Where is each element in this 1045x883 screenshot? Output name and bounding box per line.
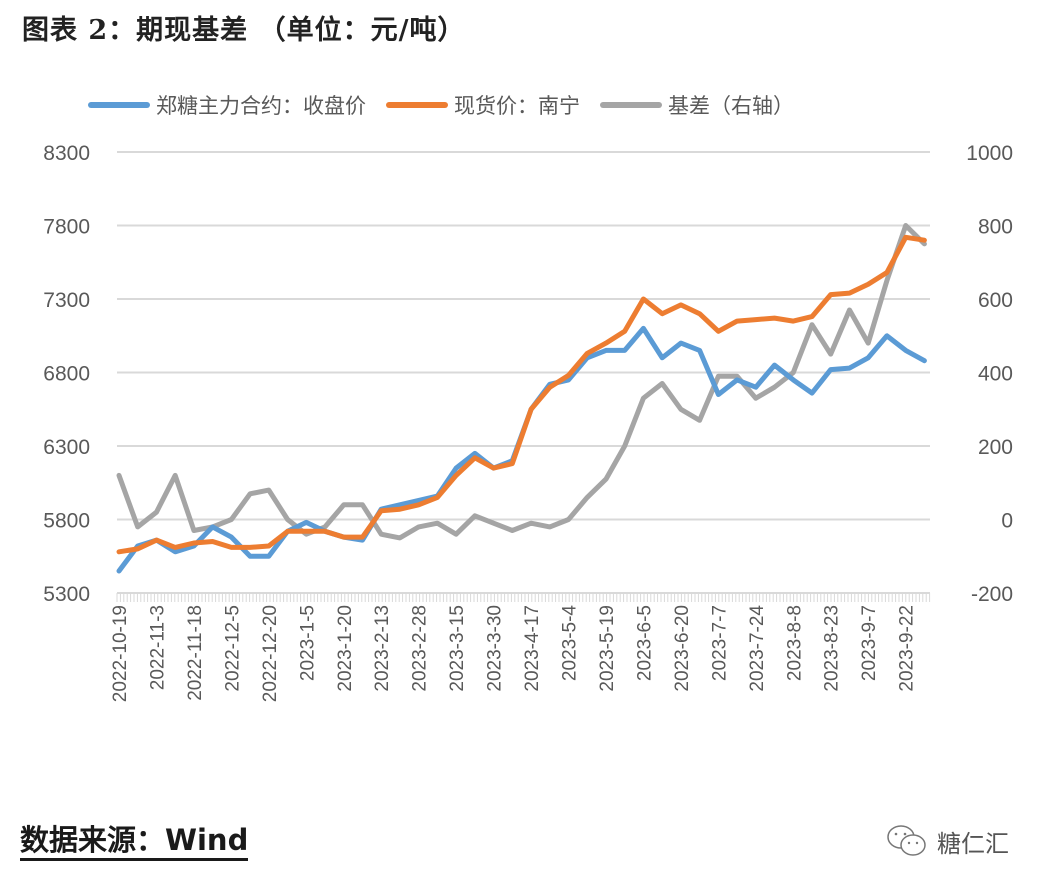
x-tick-label: 2023-2-13 [372, 605, 393, 692]
x-tick-label: 2023-5-19 [597, 605, 618, 692]
y-left-tick-label: 5800 [43, 510, 90, 533]
legend-item-futures: 郑糖主力合约：收盘价 [88, 90, 366, 120]
wechat-logo: 糖仁汇 [885, 823, 1009, 859]
data-source: 数据来源：Wind [20, 822, 249, 861]
legend-label-futures: 郑糖主力合约：收盘价 [156, 94, 366, 118]
wechat-icon [887, 825, 926, 856]
x-tick-label: 2023-7-24 [747, 605, 768, 692]
y-right-tick-label: 400 [978, 363, 1013, 386]
legend-label-spot: 现货价：南宁 [454, 94, 580, 118]
x-tick-label: 2022-11-18 [185, 605, 206, 701]
x-tick-label: 2023-8-8 [784, 605, 805, 681]
chart-title: 图表 2：期现基差 （单位：元/吨） [22, 15, 466, 46]
y-left-tick-label: 5300 [43, 583, 90, 606]
x-tick-label: 2023-3-15 [447, 605, 468, 692]
legend-item-basis: 基差（右轴） [600, 90, 794, 120]
x-tick-label: 2022-12-20 [260, 605, 281, 702]
chart-legend: 郑糖主力合约：收盘价 现货价：南宁 基差（右轴） [88, 90, 794, 120]
x-tick-label: 2022-11-3 [147, 605, 168, 690]
x-tick-label: 2022-12-5 [222, 605, 243, 692]
x-tick-label: 2023-4-17 [522, 605, 543, 692]
legend-swatch-futures [88, 102, 150, 108]
x-tick-label: 2023-1-20 [335, 605, 356, 692]
x-tick-label: 2023-9-22 [897, 605, 918, 692]
y-left-tick-label: 7800 [43, 216, 90, 239]
y-left-tick-label: 7300 [43, 289, 90, 312]
y-left-tick-label: 8300 [43, 142, 90, 165]
y-right-tick-label: 1000 [966, 142, 1013, 165]
legend-swatch-basis [600, 102, 662, 108]
x-tick-label: 2023-9-7 [859, 605, 880, 681]
y-right-tick-label: -200 [971, 583, 1013, 606]
series-line-1 [116, 234, 927, 555]
x-tick-label: 2023-1-5 [297, 605, 318, 681]
y-left-tick-label: 6300 [43, 436, 90, 459]
x-tick-label: 2023-6-5 [634, 605, 655, 681]
y-right-tick-label: 200 [978, 436, 1013, 459]
x-tick-label: 2023-3-30 [485, 605, 506, 692]
legend-label-basis: 基差（右轴） [668, 94, 794, 118]
x-tick-label: 2023-8-23 [822, 605, 843, 692]
x-tick-label: 2023-5-4 [560, 605, 581, 681]
x-tick-label: 2022-10-19 [110, 605, 131, 702]
x-tick-label: 2023-6-20 [672, 605, 693, 692]
x-tick-label: 2023-2-28 [410, 605, 431, 692]
y-right-tick-label: 600 [978, 289, 1013, 312]
y-right-tick-label: 0 [1001, 510, 1013, 533]
legend-swatch-spot [386, 102, 448, 108]
legend-item-spot: 现货价：南宁 [386, 90, 580, 120]
y-left-tick-label: 6800 [43, 363, 90, 386]
x-tick-label: 2023-7-7 [709, 605, 730, 681]
y-right-tick-label: 800 [978, 216, 1013, 239]
series-line-2 [116, 223, 927, 541]
series-line-0 [116, 325, 927, 574]
logo-text: 糖仁汇 [937, 829, 1009, 858]
